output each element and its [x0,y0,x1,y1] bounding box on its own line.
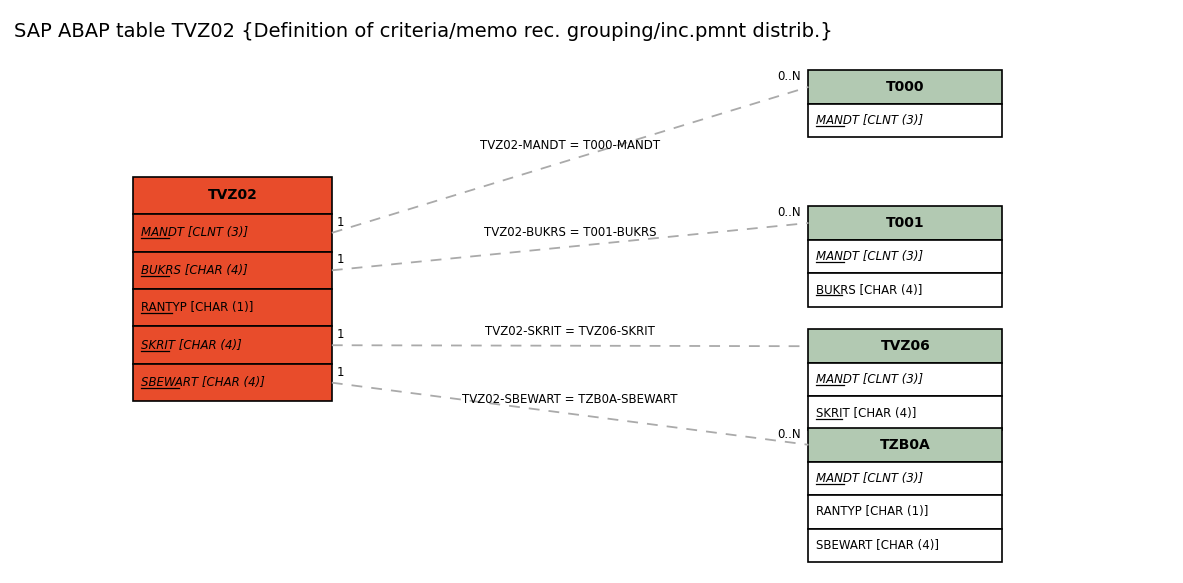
Text: TVZ02: TVZ02 [207,188,258,202]
Bar [808,396,1002,430]
Bar [134,326,332,364]
Bar [808,104,1002,137]
Text: 1: 1 [337,254,344,266]
Text: MANDT [CLNT (3)]: MANDT [CLNT (3)] [141,226,248,240]
Bar [808,70,1002,104]
Bar [134,364,332,402]
Text: SKRIT [CHAR (4)]: SKRIT [CHAR (4)] [816,407,917,420]
Bar [808,363,1002,396]
Text: TVZ06: TVZ06 [880,339,930,353]
Bar [808,273,1002,307]
Text: 0..N: 0..N [777,70,801,83]
Text: SBEWART [CHAR (4)]: SBEWART [CHAR (4)] [816,539,939,552]
Text: SKRIT [CHAR (4)]: SKRIT [CHAR (4)] [141,339,243,352]
Text: 1: 1 [337,216,344,229]
Text: BUKRS [CHAR (4)]: BUKRS [CHAR (4)] [816,283,923,297]
Text: SAP ABAP table TVZ02 {Definition of criteria/memo rec. grouping/inc.pmnt distrib: SAP ABAP table TVZ02 {Definition of crit… [14,22,833,41]
Text: BUKRS [CHAR (4)]: BUKRS [CHAR (4)] [141,264,248,277]
Text: RANTYP [CHAR (1)]: RANTYP [CHAR (1)] [141,301,253,314]
Text: TVZ02-SKRIT = TVZ06-SKRIT: TVZ02-SKRIT = TVZ06-SKRIT [485,325,655,338]
Text: 1: 1 [337,328,344,341]
Bar [808,495,1002,529]
Text: TVZ02-BUKRS = T001-BUKRS: TVZ02-BUKRS = T001-BUKRS [484,226,657,239]
Bar [808,240,1002,273]
Text: T001: T001 [886,216,925,230]
Text: MANDT [CLNT (3)]: MANDT [CLNT (3)] [816,472,924,485]
Bar [808,206,1002,240]
Bar [808,529,1002,562]
Text: MANDT [CLNT (3)]: MANDT [CLNT (3)] [816,114,924,127]
Bar [808,428,1002,462]
Bar [808,329,1002,363]
Text: MANDT [CLNT (3)]: MANDT [CLNT (3)] [816,250,924,263]
Text: TVZ02-MANDT = T000-MANDT: TVZ02-MANDT = T000-MANDT [480,139,660,152]
Text: SBEWART [CHAR (4)]: SBEWART [CHAR (4)] [141,376,265,389]
Bar [134,214,332,252]
Text: TVZ02-SBEWART = TZB0A-SBEWART: TVZ02-SBEWART = TZB0A-SBEWART [463,393,678,406]
Text: 0..N: 0..N [777,206,801,219]
Text: RANTYP [CHAR (1)]: RANTYP [CHAR (1)] [816,505,929,518]
Bar [808,462,1002,495]
Text: TZB0A: TZB0A [880,438,931,452]
Text: T000: T000 [886,80,925,94]
Bar [134,177,332,214]
Text: 1: 1 [337,366,344,379]
Bar [134,289,332,326]
Bar [134,252,332,289]
Text: MANDT [CLNT (3)]: MANDT [CLNT (3)] [816,373,924,386]
Text: 0..N: 0..N [777,428,801,441]
